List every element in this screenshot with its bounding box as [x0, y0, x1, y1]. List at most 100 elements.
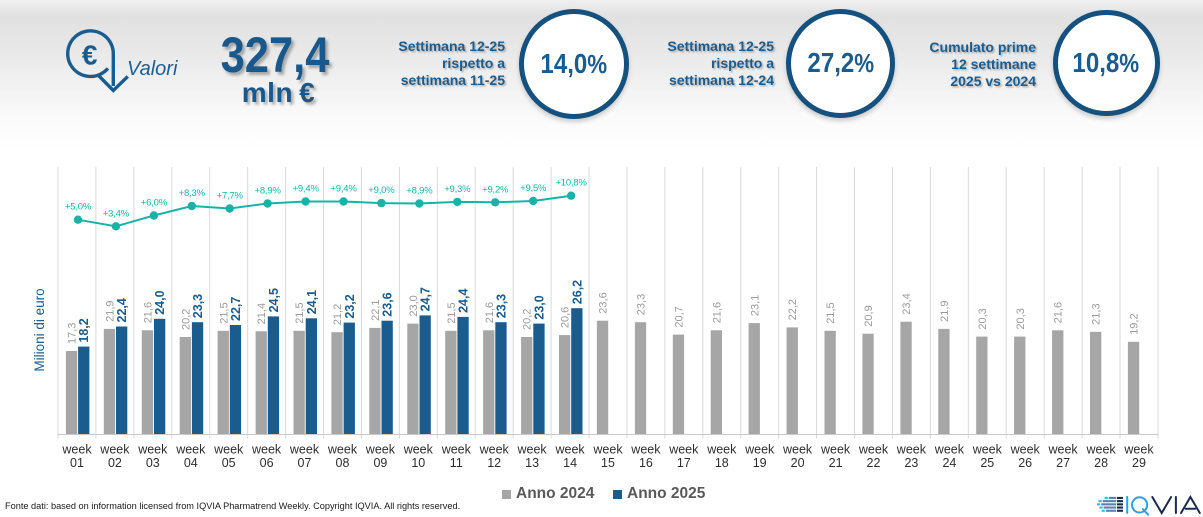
svg-text:27: 27: [1056, 456, 1070, 470]
svg-text:22,4: 22,4: [115, 298, 129, 322]
svg-text:23,3: 23,3: [636, 294, 648, 315]
svg-text:21,5: 21,5: [218, 302, 230, 323]
svg-text:week: week: [251, 443, 282, 457]
svg-text:26,2: 26,2: [570, 280, 584, 304]
svg-text:week: week: [517, 443, 548, 457]
svg-text:week: week: [1010, 443, 1041, 457]
svg-text:05: 05: [222, 456, 236, 470]
svg-text:week: week: [896, 443, 927, 457]
svg-text:24,1: 24,1: [305, 290, 319, 314]
svg-text:week: week: [289, 443, 320, 457]
svg-text:22,2: 22,2: [787, 299, 799, 320]
svg-text:20,9: 20,9: [863, 305, 875, 326]
svg-text:week: week: [403, 443, 434, 457]
svg-text:week: week: [327, 443, 358, 457]
svg-text:21,4: 21,4: [256, 303, 268, 324]
svg-text:+9,2%: +9,2%: [482, 184, 509, 195]
svg-text:+8,9%: +8,9%: [406, 186, 433, 197]
svg-text:week: week: [1123, 443, 1154, 457]
svg-text:week: week: [668, 443, 699, 457]
svg-text:18: 18: [715, 456, 729, 470]
svg-text:12: 12: [487, 456, 501, 470]
svg-text:14: 14: [563, 456, 577, 470]
svg-text:19,2: 19,2: [1129, 313, 1141, 334]
svg-text:20,3: 20,3: [1015, 308, 1027, 329]
svg-text:23,3: 23,3: [495, 294, 509, 318]
svg-text:23: 23: [904, 456, 918, 470]
svg-text:25: 25: [980, 456, 994, 470]
svg-text:21,6: 21,6: [142, 302, 154, 323]
svg-text:02: 02: [108, 456, 122, 470]
svg-text:15: 15: [601, 456, 615, 470]
svg-text:week: week: [1086, 443, 1117, 457]
svg-text:week: week: [555, 443, 586, 457]
svg-text:+8,9%: +8,9%: [254, 186, 281, 197]
svg-text:week: week: [630, 443, 661, 457]
svg-text:17: 17: [677, 456, 691, 470]
svg-text:01: 01: [70, 456, 84, 470]
svg-text:22,7: 22,7: [229, 297, 243, 321]
svg-text:+7,7%: +7,7%: [217, 191, 244, 202]
svg-text:+6,0%: +6,0%: [141, 198, 168, 209]
svg-text:20,6: 20,6: [560, 307, 572, 328]
svg-text:Milioni di euro: Milioni di euro: [32, 288, 47, 371]
svg-text:23,0: 23,0: [532, 295, 546, 319]
svg-text:week: week: [934, 443, 965, 457]
svg-text:23,3: 23,3: [191, 294, 205, 318]
svg-text:16: 16: [639, 456, 653, 470]
svg-text:19: 19: [753, 456, 767, 470]
svg-text:+5,0%: +5,0%: [65, 202, 92, 213]
svg-text:07: 07: [298, 456, 312, 470]
svg-text:week: week: [972, 443, 1003, 457]
svg-text:week: week: [99, 443, 130, 457]
svg-text:week: week: [365, 443, 396, 457]
svg-text:24: 24: [942, 456, 956, 470]
svg-text:04: 04: [184, 456, 198, 470]
svg-text:week: week: [820, 443, 851, 457]
svg-text:week: week: [479, 443, 510, 457]
svg-text:week: week: [175, 443, 206, 457]
svg-text:23,0: 23,0: [408, 295, 420, 316]
svg-text:week: week: [213, 443, 244, 457]
svg-text:20: 20: [791, 456, 805, 470]
svg-text:21,5: 21,5: [825, 302, 837, 323]
svg-text:week: week: [592, 443, 623, 457]
svg-text:+9,5%: +9,5%: [520, 183, 547, 194]
svg-text:+9,3%: +9,3%: [444, 184, 471, 195]
svg-text:21,2: 21,2: [332, 304, 344, 325]
svg-text:23,6: 23,6: [381, 292, 395, 316]
svg-text:22,1: 22,1: [370, 299, 382, 320]
svg-text:26: 26: [1018, 456, 1032, 470]
svg-text:+9,0%: +9,0%: [368, 185, 395, 196]
svg-text:10: 10: [411, 456, 425, 470]
svg-text:20,2: 20,2: [522, 309, 534, 330]
svg-text:21,3: 21,3: [1091, 303, 1103, 324]
svg-text:21,6: 21,6: [711, 302, 723, 323]
svg-text:20,3: 20,3: [977, 308, 989, 329]
svg-text:week: week: [706, 443, 737, 457]
svg-text:28: 28: [1094, 456, 1108, 470]
svg-text:06: 06: [260, 456, 274, 470]
svg-text:21,9: 21,9: [939, 300, 951, 321]
svg-text:20,7: 20,7: [673, 306, 685, 327]
svg-text:21,5: 21,5: [446, 302, 458, 323]
svg-text:18,2: 18,2: [77, 318, 91, 342]
svg-text:11: 11: [450, 456, 463, 470]
svg-text:week: week: [782, 443, 813, 457]
svg-text:23,4: 23,4: [901, 293, 913, 314]
svg-text:21,9: 21,9: [105, 300, 117, 321]
svg-text:week: week: [1048, 443, 1079, 457]
svg-text:21,6: 21,6: [484, 302, 496, 323]
svg-text:week: week: [137, 443, 168, 457]
svg-text:24,0: 24,0: [153, 290, 167, 314]
svg-text:13: 13: [525, 456, 539, 470]
svg-text:+9,4%: +9,4%: [292, 184, 319, 195]
svg-text:08: 08: [336, 456, 350, 470]
svg-text:week: week: [744, 443, 775, 457]
svg-text:09: 09: [373, 456, 387, 470]
svg-text:week: week: [441, 443, 472, 457]
svg-text:week: week: [858, 443, 889, 457]
svg-text:23,2: 23,2: [343, 294, 357, 318]
svg-text:21: 21: [829, 456, 843, 470]
svg-text:03: 03: [146, 456, 160, 470]
